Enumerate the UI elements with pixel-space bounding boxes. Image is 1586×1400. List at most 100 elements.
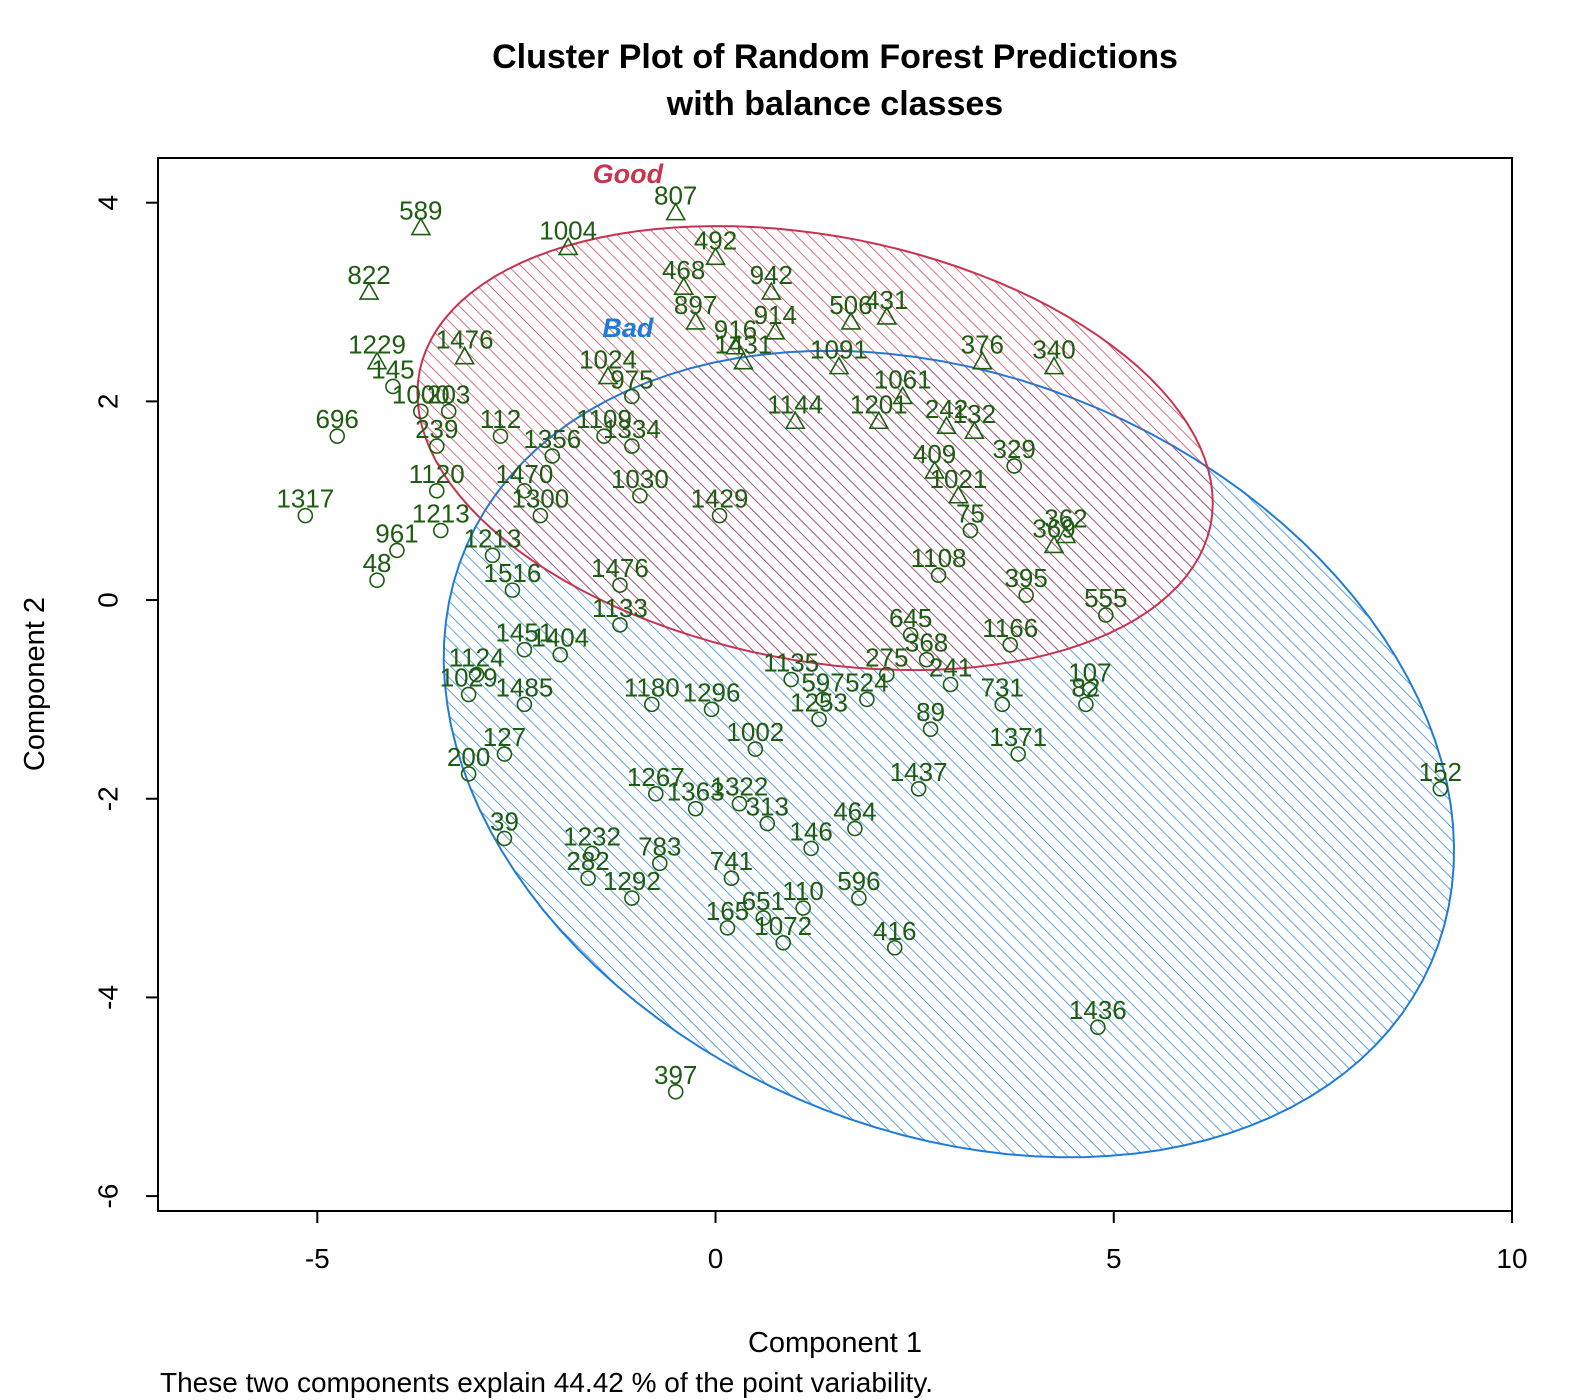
point-marker-circle xyxy=(440,403,457,420)
point-marker-circle xyxy=(847,820,863,837)
point-marker-circle xyxy=(632,487,648,504)
point-label: 1296 xyxy=(683,677,741,707)
point-marker-circle xyxy=(612,577,628,593)
point-marker-triangle xyxy=(760,281,782,300)
point-label: 127 xyxy=(483,722,526,752)
cluster-ellipses xyxy=(416,225,1456,1159)
point-marker-circle xyxy=(496,746,513,762)
point-marker-circle xyxy=(516,482,533,499)
point-label: 1317 xyxy=(276,484,334,514)
point-label: 282 xyxy=(566,846,609,876)
point-marker-circle xyxy=(942,676,959,693)
point-marker-circle xyxy=(711,507,728,524)
point-label: 165 xyxy=(706,896,749,926)
point-marker-triangle xyxy=(948,485,969,504)
point-marker-circle xyxy=(612,617,628,633)
point-label: 241 xyxy=(929,653,972,683)
point-label: 1437 xyxy=(890,757,948,787)
point-marker-circle xyxy=(624,890,640,906)
point-marker-circle xyxy=(432,522,449,539)
point-label: 506 xyxy=(829,290,872,320)
x-tick-label: 10 xyxy=(1496,1243,1527,1274)
point-label: 589 xyxy=(399,196,442,226)
point-label: 1120 xyxy=(409,459,465,489)
point-marker-circle xyxy=(930,567,947,584)
x-tick-label: 0 xyxy=(708,1243,724,1274)
point-label: 1232 xyxy=(563,821,621,851)
point-marker-triangle xyxy=(410,216,432,236)
point-marker-circle xyxy=(596,428,612,444)
point-marker-triangle xyxy=(1043,355,1065,375)
point-label: 696 xyxy=(316,404,359,434)
point-marker-circle xyxy=(644,696,660,713)
point-label: 110 xyxy=(782,876,823,906)
point-label: 914 xyxy=(754,300,797,330)
point-label: 596 xyxy=(837,866,880,896)
point-marker-triangle xyxy=(733,351,754,370)
point-marker-circle xyxy=(723,870,740,887)
point-label: 975 xyxy=(610,364,653,394)
point-label: 1135 xyxy=(763,648,819,678)
point-marker-circle xyxy=(297,507,314,524)
point-label: 329 xyxy=(993,434,1036,464)
point-marker-circle xyxy=(552,646,569,663)
point-label: 492 xyxy=(694,225,737,255)
x-tick-label: 5 xyxy=(1106,1243,1122,1274)
point-label: 1166 xyxy=(982,613,1038,643)
point-label: 1002 xyxy=(726,717,784,747)
point-marker-circle xyxy=(667,1083,684,1100)
point-marker-triangle xyxy=(971,351,993,370)
point-marker-circle xyxy=(460,686,477,703)
point-marker-triangle xyxy=(665,202,687,221)
point-label: 416 xyxy=(873,916,916,946)
point-marker-circle xyxy=(851,890,867,906)
point-label: 376 xyxy=(961,330,1004,360)
point-marker-triangle xyxy=(358,281,380,300)
cluster-label-bad: Bad xyxy=(602,313,654,343)
point-marker-circle xyxy=(580,870,596,887)
point-marker-triangle xyxy=(876,306,898,325)
point-marker-circle xyxy=(584,845,600,862)
point-label: 48 xyxy=(363,548,392,578)
point-marker-circle xyxy=(1018,587,1034,603)
point-label: 397 xyxy=(654,1060,697,1090)
x-axis: -5 0 5 10 xyxy=(305,1210,1528,1274)
point-marker-circle xyxy=(731,795,748,812)
cluster-label-good: Good xyxy=(593,159,664,189)
point-label: 275 xyxy=(865,643,908,673)
point-marker-triangle xyxy=(725,336,746,355)
point-label: 1322 xyxy=(711,772,769,802)
point-label: 731 xyxy=(981,672,1024,702)
point-label: 1030 xyxy=(611,464,669,494)
point-marker-circle xyxy=(687,800,704,817)
x-axis-label: Component 1 xyxy=(748,1327,922,1359)
y-tick-label: 0 xyxy=(92,592,123,608)
point-marker-circle xyxy=(1002,636,1019,653)
point-marker-circle xyxy=(1006,458,1023,474)
point-marker-circle xyxy=(492,428,509,444)
point-label: 1292 xyxy=(603,866,661,896)
point-label: 1356 xyxy=(523,424,581,454)
point-marker-circle xyxy=(910,781,927,797)
point-label: 1451 xyxy=(495,618,553,648)
cluster-labels: Good Bad xyxy=(593,159,664,343)
point-label: 1108 xyxy=(911,543,967,573)
point-label: 146 xyxy=(789,816,832,846)
point-label: 1024 xyxy=(579,345,637,375)
point-label: 942 xyxy=(750,260,793,290)
point-marker-circle xyxy=(759,815,776,832)
point-marker-triangle xyxy=(828,355,850,375)
point-label: 409 xyxy=(913,439,956,469)
point-label: 431 xyxy=(865,285,908,315)
point-marker-triangle xyxy=(557,236,579,256)
point-label: 145 xyxy=(371,354,414,384)
point-label: 1004 xyxy=(539,215,597,245)
point-label: 1213 xyxy=(464,523,522,553)
point-label: 1429 xyxy=(691,484,749,514)
point-marker-circle xyxy=(468,666,485,683)
point-label: 597 xyxy=(801,667,844,697)
point-label: 368 xyxy=(905,628,948,658)
point-marker-circle xyxy=(755,910,772,926)
point-marker-circle xyxy=(922,721,939,738)
